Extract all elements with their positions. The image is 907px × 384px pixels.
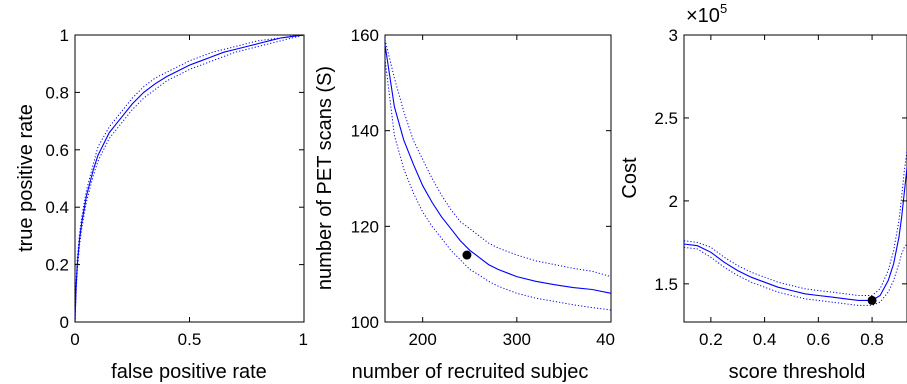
roc-y-tick-label: 0.2 [45, 256, 69, 275]
roc-y-tick-label: 0.4 [45, 198, 69, 217]
cost-x-axis-label: score threshold [729, 361, 866, 383]
cost-y-ticks: 1.5 2 2.5 3 [654, 26, 907, 294]
roc-series-2-bound-line [74, 34, 305, 323]
cost-plot-frame [683, 34, 907, 323]
roc-x-axis-label: false positive rate [111, 361, 267, 383]
pet-y-axis-label: number of PET scans (S) [314, 66, 336, 290]
pet-y-tick-label: 120 [351, 217, 379, 236]
cost-marker-layer [867, 295, 877, 305]
cost-y-multiplier-exp: 5 [720, 1, 727, 16]
cost-y-tick-label: 2 [669, 192, 678, 211]
roc-x-tick-label: 1 [299, 330, 308, 349]
roc-x-tick-label: 0.5 [178, 330, 202, 349]
pet-series-2-bound-line [384, 58, 612, 311]
roc-y-tick-label: 0.8 [45, 83, 69, 102]
cost-x-tick-label: 0.2 [699, 330, 723, 349]
cost-y-tick-label: 1.5 [654, 275, 678, 294]
pet-optimum-marker [462, 250, 472, 260]
cost-series-2-bound-line [683, 243, 907, 306]
roc-y-tick-label: 0 [60, 313, 69, 332]
roc-y-tick-label: 1 [60, 26, 69, 45]
pet-series-0-mean-line [384, 44, 612, 294]
pet-x-tick-label: 300 [503, 330, 531, 349]
pet-y-tick-label: 100 [351, 313, 379, 332]
cost-x-tick-label: 0.6 [807, 330, 831, 349]
pet-x-ticks: 200 300 40 [408, 35, 615, 349]
pet-x-tick-label: 200 [408, 330, 436, 349]
pet-scans-chart: 200 300 40 100 120 140 160 number of recruite… [314, 26, 615, 383]
cost-chart: 0.2 0.4 0.6 0.8 1.5 2 2.5 3 ×105 score thresho… [619, 1, 907, 383]
roc-y-tick-label: 0.6 [45, 141, 69, 160]
roc-y-axis-label: true positive rate [15, 104, 37, 252]
cost-series-0-mean-line [683, 167, 907, 301]
cost-x-tick-label: 0.4 [753, 330, 777, 349]
cost-x-ticks: 0.2 0.4 0.6 0.8 [699, 35, 884, 349]
cost-y-multiplier-base: ×10 [686, 5, 720, 27]
roc-x-tick-label: 0 [70, 330, 79, 349]
pet-marker-layer [462, 250, 472, 260]
pet-y-ticks: 100 120 140 160 [351, 26, 611, 332]
pet-series-1-bound-line [384, 39, 612, 278]
pet-plot-frame [384, 34, 612, 323]
cost-series-layer [683, 151, 907, 306]
cost-y-multiplier: ×105 [686, 1, 727, 27]
roc-y-ticks: 0 0.2 0.4 0.6 0.8 1 [45, 26, 304, 332]
roc-series-0-mean-line [74, 34, 305, 323]
pet-y-tick-label: 160 [351, 26, 379, 45]
cost-y-tick-label: 3 [669, 26, 678, 45]
pet-x-axis-label: number of recruited subjec [352, 361, 589, 383]
cost-series-1-bound-line [683, 151, 907, 296]
cost-y-axis-label: Cost [619, 157, 641, 199]
roc-x-ticks: 0 0.5 1 [70, 35, 308, 349]
roc-series-1-bound-line [74, 34, 305, 323]
cost-optimum-marker [867, 295, 877, 305]
pet-x-tick-label: 40 [596, 330, 615, 349]
roc-series-layer [74, 34, 305, 323]
pet-y-tick-label: 140 [351, 122, 379, 141]
roc-chart: 0 0.5 1 00.20.40.60.81 false positive rate… [15, 26, 308, 383]
pet-series-layer [384, 39, 612, 311]
roc-plot-frame [74, 34, 305, 323]
cost-x-tick-label: 0.8 [860, 330, 884, 349]
cost-y-tick-label: 2.5 [654, 109, 678, 128]
